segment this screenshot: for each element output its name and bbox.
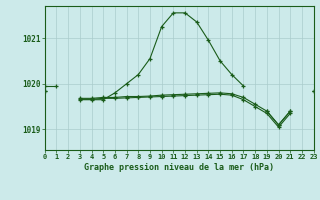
X-axis label: Graphe pression niveau de la mer (hPa): Graphe pression niveau de la mer (hPa) bbox=[84, 163, 274, 172]
